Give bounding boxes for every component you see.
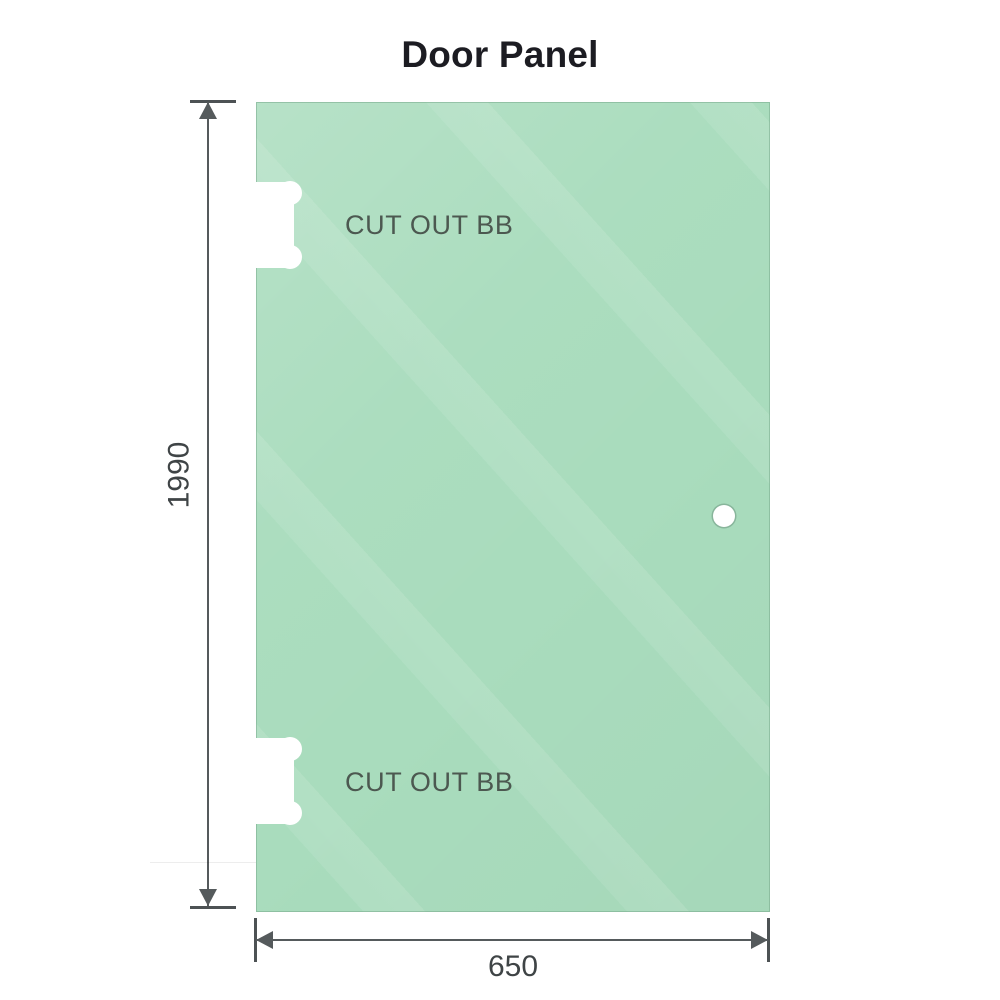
dimension-extension-line-bottom	[190, 906, 236, 909]
cutout-upper	[256, 181, 302, 269]
faint-guide-line	[150, 862, 256, 863]
dimension-extension-line-right	[767, 918, 770, 962]
width-dimension-label: 650	[487, 950, 539, 983]
cutout-lower	[256, 737, 302, 825]
cutout-lower-label: CUT OUT BB	[345, 767, 514, 797]
dimension-arrow-right-icon	[751, 931, 768, 949]
cutout-lobe-top	[278, 181, 302, 205]
glass-surface	[256, 102, 770, 912]
dimension-extension-line-left	[254, 918, 257, 962]
glass-door-panel: CUT OUT BB CUT OUT BB	[256, 102, 770, 912]
cutout-upper-label: CUT OUT BB	[345, 210, 514, 240]
cutout-lobe-top	[278, 737, 302, 761]
handle-hole-icon	[713, 505, 735, 527]
dimension-arrow-left-icon	[256, 931, 273, 949]
cutout-lobe-bottom	[278, 801, 302, 825]
vertical-dimension-line	[207, 102, 209, 906]
page-title: Door Panel	[401, 34, 599, 75]
cutout-lobe-bottom	[278, 245, 302, 269]
dimension-extension-line-top	[190, 100, 236, 103]
height-dimension-label: 1990	[162, 441, 196, 509]
dimension-arrow-up-icon	[199, 102, 217, 119]
horizontal-dimension-line	[256, 939, 768, 941]
dimension-arrow-down-icon	[199, 889, 217, 906]
